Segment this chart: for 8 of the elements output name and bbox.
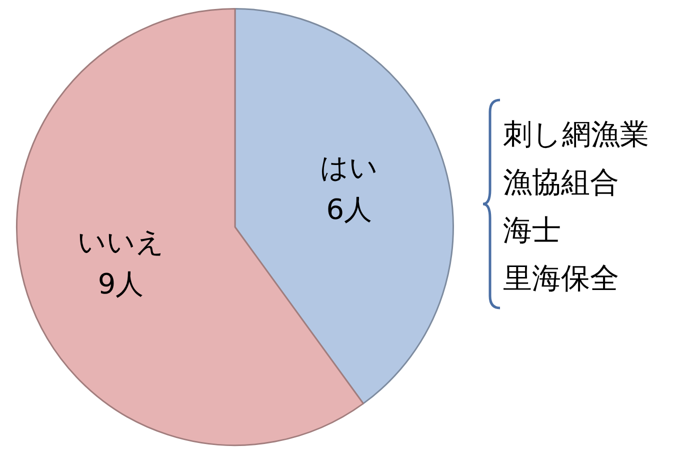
slice-label: はい (320, 151, 378, 184)
text: 刺し網漁業 (503, 116, 649, 153)
text: 里海保全 (503, 260, 620, 297)
slice-label: いいえ (77, 225, 164, 258)
data-label: 6人 (326, 193, 372, 226)
text: 漁協組合 (503, 164, 620, 201)
text: 海士 (503, 212, 562, 249)
data-label: 9人 (98, 267, 144, 300)
